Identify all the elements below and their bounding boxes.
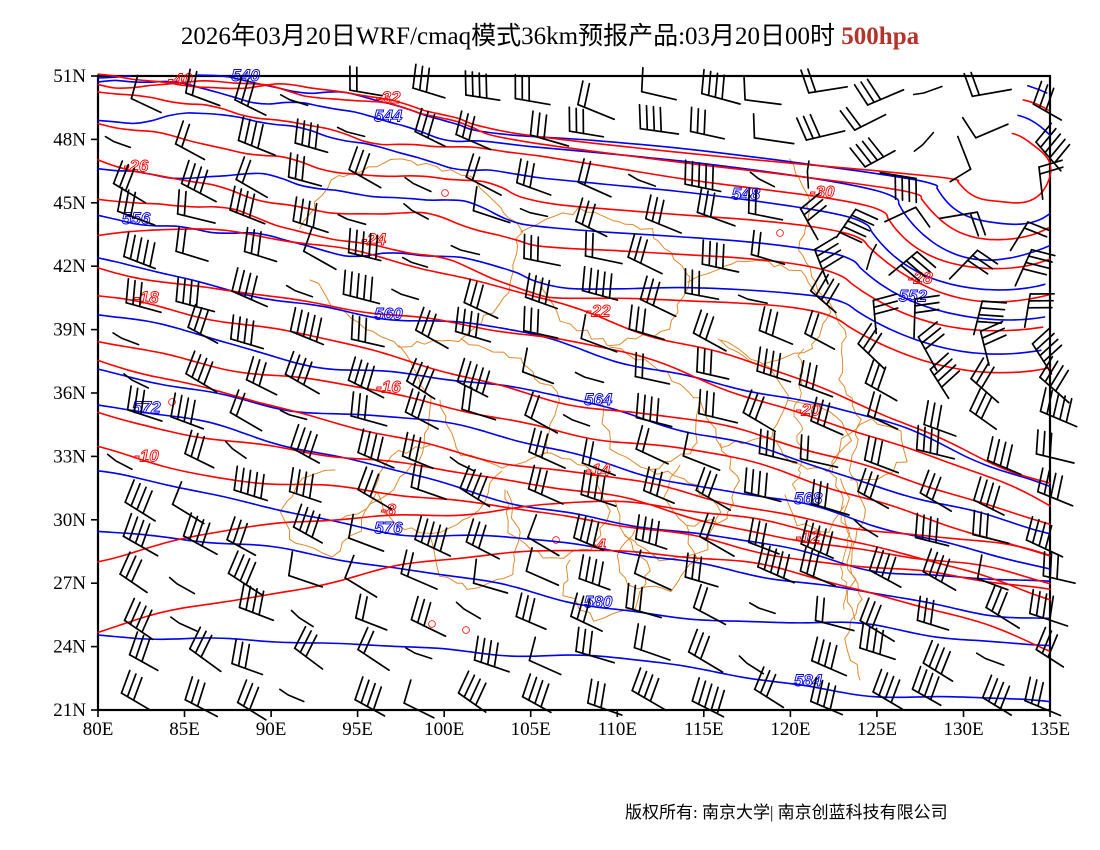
svg-text:552: 552 bbox=[899, 287, 928, 306]
svg-text:576: 576 bbox=[374, 518, 403, 537]
svg-text:42N: 42N bbox=[53, 256, 86, 277]
svg-text:-18: -18 bbox=[134, 288, 159, 307]
svg-text:-24: -24 bbox=[362, 230, 387, 249]
svg-text:540: 540 bbox=[232, 66, 261, 85]
svg-text:-10: -10 bbox=[134, 446, 159, 465]
svg-text:125E: 125E bbox=[857, 719, 897, 740]
svg-text:48N: 48N bbox=[53, 129, 86, 150]
svg-text:-16: -16 bbox=[376, 378, 401, 397]
svg-text:100E: 100E bbox=[424, 719, 464, 740]
svg-text:-22: -22 bbox=[586, 301, 611, 320]
svg-text:45N: 45N bbox=[53, 193, 86, 214]
svg-text:95E: 95E bbox=[342, 719, 373, 740]
svg-text:80E: 80E bbox=[83, 719, 114, 740]
svg-text:21N: 21N bbox=[53, 700, 86, 721]
svg-text:-20: -20 bbox=[796, 401, 821, 420]
svg-text:135E: 135E bbox=[1030, 719, 1070, 740]
svg-text:560: 560 bbox=[374, 305, 403, 324]
svg-text:544: 544 bbox=[374, 107, 403, 126]
svg-text:564: 564 bbox=[584, 390, 613, 409]
svg-text:36N: 36N bbox=[53, 383, 86, 404]
svg-text:27N: 27N bbox=[53, 573, 86, 594]
svg-text:115E: 115E bbox=[684, 719, 723, 740]
svg-text:24N: 24N bbox=[53, 637, 86, 658]
svg-text:130E: 130E bbox=[943, 719, 983, 740]
svg-text:105E: 105E bbox=[511, 719, 551, 740]
svg-text:-32: -32 bbox=[376, 88, 401, 107]
svg-text:39N: 39N bbox=[53, 320, 86, 341]
svg-text:33N: 33N bbox=[53, 446, 86, 467]
svg-text:85E: 85E bbox=[169, 719, 200, 740]
svg-text:30N: 30N bbox=[53, 510, 86, 531]
svg-text:584: 584 bbox=[794, 671, 823, 690]
svg-text:-8: -8 bbox=[381, 500, 397, 519]
svg-text:120E: 120E bbox=[770, 719, 810, 740]
svg-text:110E: 110E bbox=[598, 719, 637, 740]
svg-text:51N: 51N bbox=[53, 66, 86, 87]
svg-text:90E: 90E bbox=[256, 719, 287, 740]
